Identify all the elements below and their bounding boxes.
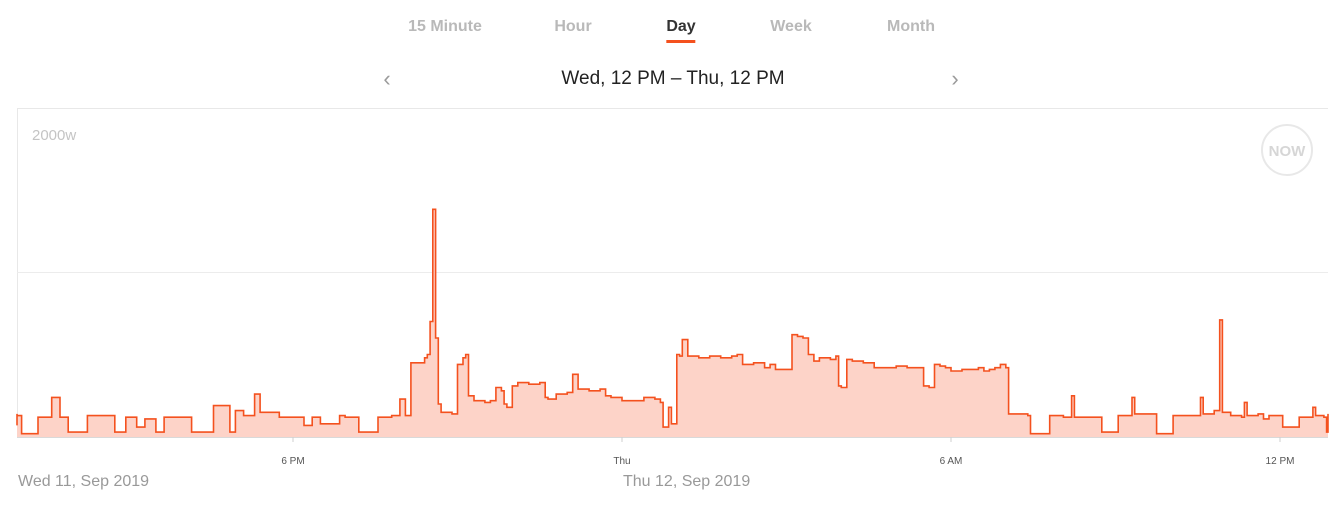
tab-week[interactable]: Week bbox=[770, 18, 812, 35]
chevron-right-icon: › bbox=[951, 66, 959, 91]
now-label: NOW bbox=[1269, 143, 1307, 160]
tab-month[interactable]: Month bbox=[887, 18, 935, 35]
now-button[interactable]: NOW bbox=[1261, 124, 1313, 176]
tab-day[interactable]: Day bbox=[666, 18, 697, 43]
x-tick-label: Thu bbox=[613, 456, 630, 467]
period-tabs: 15 Minute Hour Day Week Month bbox=[0, 14, 1336, 44]
x-tick-label: 12 PM bbox=[1266, 456, 1295, 467]
usage-line bbox=[16, 208, 1329, 435]
x-tick-label: 6 PM bbox=[281, 456, 304, 467]
y-max-label: 2000w bbox=[32, 127, 76, 144]
x-tick-label: 6 AM bbox=[940, 456, 963, 467]
chevron-left-icon: ‹ bbox=[383, 66, 391, 91]
usage-area-fill bbox=[17, 209, 1328, 437]
previous-range-button[interactable]: ‹ bbox=[375, 66, 399, 92]
tab-hour[interactable]: Hour bbox=[554, 18, 592, 35]
date-label-thu: Thu 12, Sep 2019 bbox=[623, 473, 751, 490]
range-label: Wed, 12 PM – Thu, 12 PM bbox=[561, 68, 785, 89]
next-range-button[interactable]: › bbox=[943, 66, 967, 92]
tab-15-minute[interactable]: 15 Minute bbox=[408, 18, 482, 35]
date-label-start: Wed 11, Sep 2019 bbox=[18, 473, 150, 490]
